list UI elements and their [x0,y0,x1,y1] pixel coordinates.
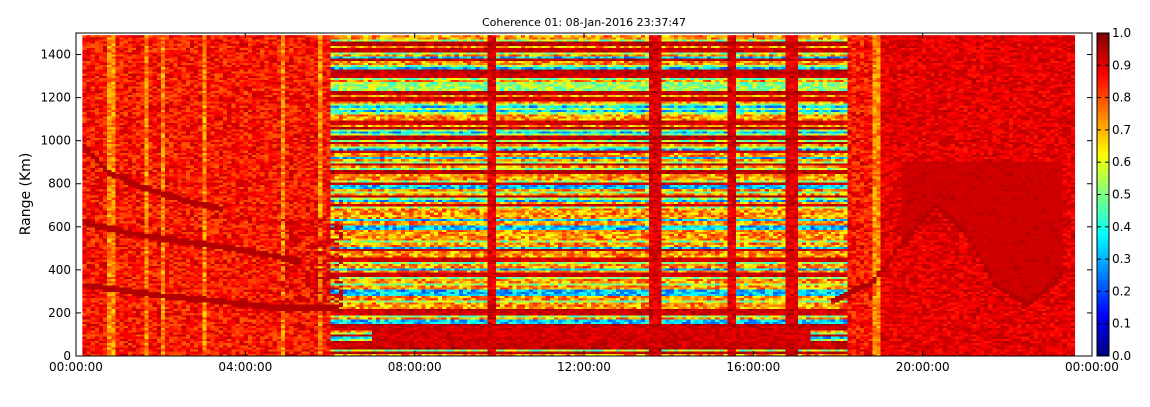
colorbar-tick-label: 0.2 [1112,284,1131,298]
y-tick-label: 1200 [40,91,71,105]
colorbar-tick-label: 1.0 [1112,26,1131,40]
y-tick-label: 1400 [40,48,71,62]
colorbar-tick-label: 0.3 [1112,252,1131,266]
chart-title: Coherence 01: 08-Jan-2016 23:37:47 [482,16,686,29]
colorbar-tick-label: 0.0 [1112,349,1131,363]
colorbar [1097,33,1109,356]
y-tick-label: 0 [63,349,71,363]
x-tick-label: 12:00:00 [557,360,611,374]
y-axis: 0 200 400 600 800 1000 1200 1400 [40,48,1092,363]
colorbar-tick-label: 0.5 [1112,188,1131,202]
colorbar-tick-label: 0.7 [1112,123,1131,137]
colorbar-tick-label: 0.9 [1112,58,1131,72]
x-axis: 00:00:00 04:00:00 08:00:00 12:00:00 16:00:00… [49,33,1119,374]
y-tick-label: 600 [48,220,71,234]
y-tick-label: 800 [48,177,71,191]
colorbar-tick-label: 0.1 [1112,317,1131,331]
y-tick-label: 200 [48,306,71,320]
x-tick-label: 00:00:00 [1065,360,1119,374]
colorbar-axis: 0.0 0.1 0.2 0.3 0.4 0.5 0.6 0.7 0.8 0.9 1.0 [1097,26,1131,363]
x-tick-label: 20:00:00 [896,360,950,374]
x-tick-label: 16:00:00 [726,360,780,374]
x-tick-label: 08:00:00 [388,360,442,374]
colorbar-tick-label: 0.6 [1112,155,1131,169]
x-tick-label: 04:00:00 [218,360,272,374]
colorbar-tick-label: 0.8 [1112,91,1131,105]
x-tick-label: 00:00:00 [49,360,103,374]
y-axis-label: Range (Km) [18,153,34,236]
y-tick-label: 400 [48,263,71,277]
colorbar-tick-label: 0.4 [1112,220,1131,234]
coherence-heatmap [82,35,1076,357]
y-tick-label: 1000 [40,134,71,148]
